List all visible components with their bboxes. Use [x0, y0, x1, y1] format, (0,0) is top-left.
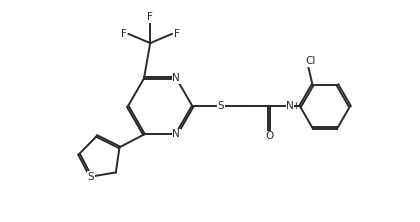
Text: H: H	[294, 102, 301, 111]
Text: N: N	[173, 129, 180, 139]
Text: N: N	[286, 101, 294, 111]
Text: S: S	[87, 172, 94, 182]
Text: N: N	[173, 73, 180, 83]
Text: F: F	[174, 29, 180, 39]
Text: O: O	[265, 131, 273, 141]
Text: F: F	[147, 12, 153, 22]
Text: Cl: Cl	[305, 56, 316, 66]
Text: F: F	[121, 29, 126, 39]
Text: S: S	[218, 101, 224, 111]
